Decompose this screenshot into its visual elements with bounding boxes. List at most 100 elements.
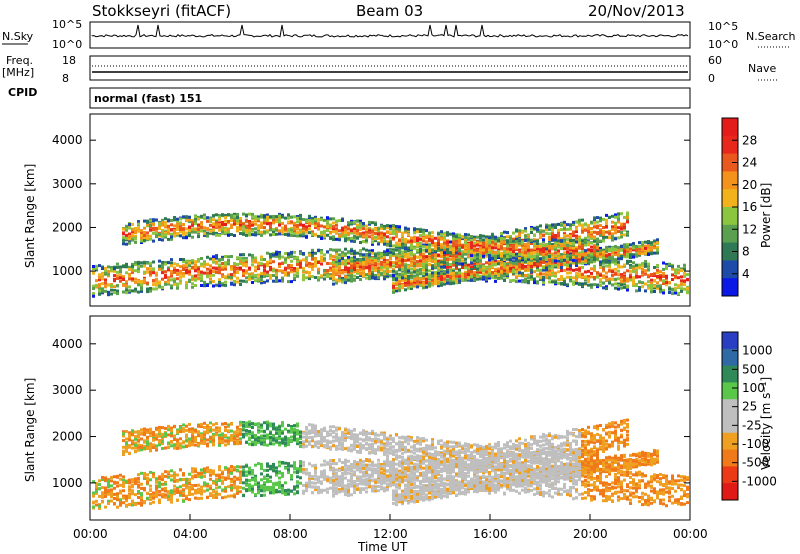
heatmap-cell [389,254,392,258]
heatmap-cell [107,283,110,287]
heatmap-cell [104,281,107,285]
heatmap-cell [206,275,209,279]
heatmap-cell [209,229,212,233]
heatmap-cell [191,235,194,239]
heatmap-cell [521,253,524,257]
heatmap-cell [125,291,128,295]
heatmap-cell [587,240,590,244]
heatmap-cell [515,280,518,284]
heatmap-cell [488,265,491,269]
heatmap-cell [128,223,131,226]
heatmap-cell [419,229,422,233]
heatmap-cell [242,253,245,257]
heatmap-cell [344,281,347,285]
heatmap-cell [569,248,572,251]
heatmap-cell [176,272,179,276]
heatmap-cell [398,239,401,243]
heatmap-cell [470,265,473,269]
heatmap-cell [203,261,206,265]
heatmap-cell [458,254,461,258]
heatmap-cell [575,234,578,238]
heatmap-cell [431,266,434,270]
heatmap-cell [260,262,263,266]
heatmap-cell [566,227,569,231]
heatmap-cell [329,217,332,221]
heatmap-cell [392,229,395,232]
heatmap-cell [581,275,584,279]
heatmap-cell [590,241,593,245]
heatmap-cell [356,265,359,268]
heatmap-cell [377,262,380,266]
heatmap-cell [221,227,224,231]
heatmap-cell [374,228,377,231]
heatmap-cell [128,232,131,236]
heatmap-cell [299,262,302,266]
heatmap-cell [398,289,401,292]
heatmap-cell [425,272,428,276]
heatmap-cell [383,239,386,243]
heatmap-cell [242,232,245,236]
heatmap-cell [164,282,167,286]
heatmap-cell [470,248,473,252]
heatmap-cell [422,243,425,247]
heatmap-cell [359,252,362,256]
heatmap-cell [509,240,512,244]
heatmap-cell [488,260,491,264]
heatmap-cell [254,279,257,283]
heatmap-cell [560,247,563,251]
heatmap-cell [500,245,503,249]
heatmap-cell [440,268,443,272]
heatmap-cell [455,255,458,259]
heatmap-cell [488,237,491,240]
heatmap-cell [341,228,344,232]
heatmap-cell [464,264,467,268]
heatmap-cell [434,244,437,248]
heatmap-cell [305,276,308,280]
heatmap-cell [539,268,542,272]
heatmap-cell [329,253,332,257]
heatmap-cell [422,256,425,260]
heatmap-cell [146,261,149,265]
heatmap-cell [305,270,308,274]
heatmap-cell [242,257,245,261]
heatmap-cell [350,239,353,243]
heatmap-cell [314,232,317,236]
heatmap-cell [473,273,476,277]
heatmap-cell [512,239,515,243]
heatmap-cell [110,266,113,270]
heatmap-cell [266,251,269,255]
heatmap-cell [242,225,245,229]
heatmap-cell [599,231,602,234]
heatmap-cell [281,215,284,219]
heatmap-cell [350,277,353,281]
heatmap-cell [143,278,146,281]
heatmap-cell [476,248,479,252]
heatmap-cell [557,281,560,285]
sky-noise-trace [91,24,689,38]
heatmap-cell [320,259,323,263]
heatmap-cell [338,236,341,240]
heatmap-cell [581,223,584,227]
heatmap-cell [218,271,221,275]
heatmap-cell [434,280,437,283]
heatmap-cell [224,255,227,258]
heatmap-cell [404,252,407,256]
heatmap-cell [245,276,248,280]
heatmap-cell [377,266,380,270]
heatmap-cell [374,232,377,235]
heatmap-cell [152,279,155,283]
heatmap-cell [497,271,500,275]
heatmap-cell [251,212,254,216]
heatmap-cell [527,248,530,252]
heatmap-cell [458,258,461,262]
heatmap-cell [608,269,611,273]
heatmap-cell [590,275,593,279]
heatmap-cell [236,271,239,274]
heatmap-cell [308,218,311,222]
heatmap-cell [458,238,461,242]
heatmap-cell [410,246,413,250]
heatmap-cell [311,233,314,237]
heatmap-cell [311,268,314,271]
heatmap-cell [512,268,515,272]
heatmap-cell [542,272,545,276]
